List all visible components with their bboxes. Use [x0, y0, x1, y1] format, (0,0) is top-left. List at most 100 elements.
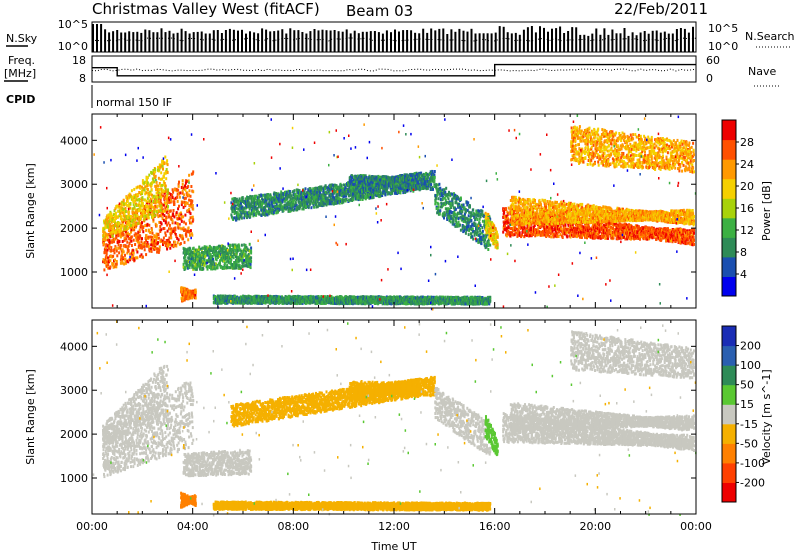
heatmap-cell	[208, 252, 211, 256]
heatmap-cell	[115, 249, 118, 253]
heatmap-cell	[115, 265, 118, 269]
heatmap-cell	[114, 220, 116, 224]
noise-bar	[164, 32, 167, 52]
heatmap-cell	[121, 240, 124, 243]
noise-bar	[539, 26, 541, 52]
heatmap-cell	[218, 261, 221, 265]
noise-bar	[422, 28, 425, 52]
heatmap-cell	[184, 255, 187, 259]
heatmap-cell	[484, 238, 487, 242]
heatmap-cell	[249, 215, 252, 219]
heatmap-cell	[125, 214, 128, 218]
heatmap-cell	[133, 187, 136, 191]
heatmap-cell	[150, 249, 153, 253]
heatmap-cell	[166, 191, 169, 195]
heatmap-cell	[481, 219, 484, 223]
heatmap-cell	[159, 240, 162, 244]
noise-bar	[679, 28, 682, 52]
heatmap-cell	[173, 197, 176, 201]
heatmap-cell	[280, 192, 283, 196]
noise-search-bars	[92, 24, 694, 52]
heatmap-cell	[268, 200, 271, 204]
heatmap-cell	[162, 175, 165, 179]
heatmap-cell	[181, 179, 184, 183]
heatmap-cell	[316, 194, 319, 198]
heatmap-cell	[135, 225, 137, 229]
heatmap-cell	[166, 197, 169, 200]
heatmap-cell	[294, 202, 297, 206]
heatmap-cell	[132, 238, 135, 242]
heatmap-cell	[130, 223, 132, 227]
heatmap-cell	[361, 198, 364, 201]
noise-bar	[237, 30, 239, 52]
heatmap-cell	[104, 246, 107, 250]
heatmap-cell	[104, 225, 107, 229]
heatmap-cell	[111, 214, 114, 218]
heatmap-cell	[155, 232, 158, 236]
heatmap-cell	[182, 205, 185, 209]
heatmap-cell	[124, 207, 127, 210]
heatmap-cell	[240, 202, 242, 205]
heatmap-cell	[158, 220, 161, 224]
heatmap-cell	[208, 264, 211, 268]
noise-bar	[667, 33, 670, 52]
heatmap-cell	[106, 248, 109, 252]
heatmap-cell	[292, 208, 295, 212]
heatmap-cell	[165, 168, 168, 171]
noise-bar	[160, 28, 163, 52]
heatmap-cell	[183, 240, 186, 244]
heatmap-cell	[237, 255, 240, 259]
heatmap-cell	[141, 202, 144, 205]
heatmap-cell	[161, 164, 164, 168]
heatmap-cell	[233, 253, 236, 257]
heatmap-cell	[183, 200, 186, 204]
noise-bar	[627, 35, 630, 52]
heatmap-cell	[119, 258, 122, 262]
heatmap-cell	[435, 183, 438, 187]
heatmap-cell	[234, 204, 237, 208]
heatmap-cell	[184, 203, 187, 206]
heatmap-cell	[151, 196, 154, 200]
heatmap-cell	[169, 200, 172, 204]
heatmap-cell	[349, 188, 352, 192]
heatmap-cell	[154, 247, 157, 251]
heatmap-cell	[314, 198, 317, 202]
heatmap-cell	[318, 203, 321, 207]
heatmap-cell	[232, 197, 235, 201]
noise-bar	[571, 27, 574, 52]
heatmap-cell	[145, 199, 148, 203]
heatmap-cell	[113, 251, 116, 255]
heatmap-cell	[190, 205, 193, 209]
heatmap-cell	[113, 209, 116, 213]
heatmap-cell	[197, 252, 200, 256]
heatmap-cell	[116, 230, 119, 234]
heatmap-cell	[316, 205, 319, 209]
heatmap-cell	[261, 206, 264, 210]
heatmap-cell	[109, 265, 112, 269]
heatmap-cell	[141, 255, 144, 259]
heatmap-cell	[161, 161, 164, 165]
heatmap-cell	[183, 229, 186, 232]
noise-bar	[611, 29, 614, 52]
heatmap-cell	[155, 180, 158, 184]
heatmap-cell	[231, 243, 234, 247]
heatmap-cell	[160, 187, 163, 191]
heatmap-cell	[174, 233, 177, 236]
heatmap-cell	[255, 213, 258, 217]
heatmap-cell	[459, 197, 462, 201]
heatmap-cell	[156, 204, 159, 208]
heatmap-cell	[139, 186, 142, 190]
noise-bar	[623, 28, 626, 52]
heatmap-cell	[183, 256, 186, 260]
noise-bar	[615, 33, 618, 52]
heatmap-cell	[133, 258, 136, 262]
heatmap-cell	[171, 193, 174, 197]
station-title: Christmas Valley West (fitACF)	[92, 0, 320, 18]
heatmap-cell	[191, 215, 194, 219]
heatmap-cell	[318, 194, 321, 198]
heatmap-cell	[172, 209, 175, 212]
heatmap-cell	[105, 243, 108, 247]
heatmap-cell	[146, 243, 148, 247]
heatmap-cell	[138, 191, 141, 194]
heatmap-cell	[431, 170, 434, 173]
